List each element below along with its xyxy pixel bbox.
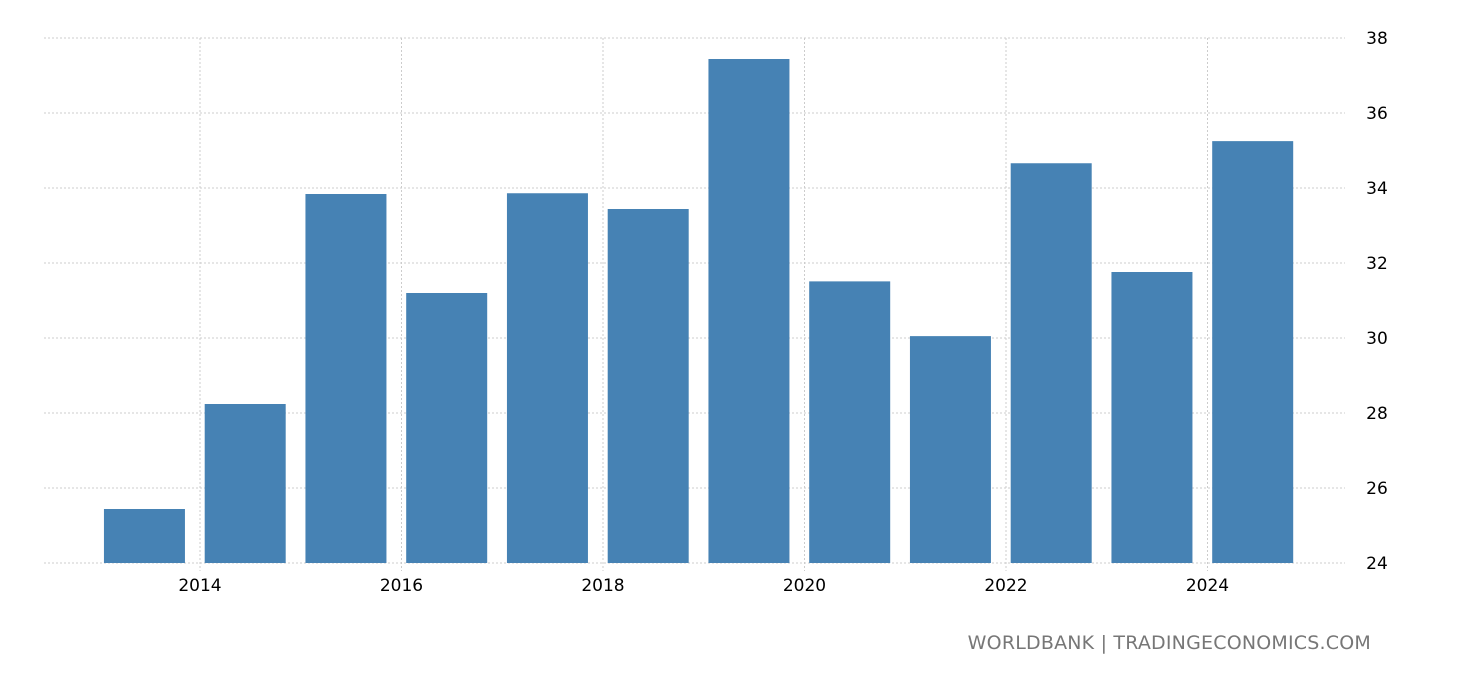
bar-2022 [1010, 163, 1092, 563]
x-tick-label: 2014 [178, 576, 221, 596]
y-tick-label: 38 [1366, 29, 1388, 49]
x-tick-label: 2016 [380, 576, 423, 596]
y-tick-label: 24 [1366, 554, 1388, 574]
y-tick-label: 36 [1366, 104, 1388, 124]
bar-2019 [708, 59, 790, 563]
x-tick-label: 2022 [984, 576, 1027, 596]
x-tick-label: 2024 [1186, 576, 1229, 596]
bar-2014 [204, 404, 286, 563]
bar-2021 [909, 336, 991, 563]
bar-2023 [1111, 272, 1193, 563]
y-tick-label: 26 [1366, 479, 1388, 499]
y-tick-label: 34 [1366, 179, 1388, 199]
y-tick-label: 30 [1366, 329, 1388, 349]
bar-2016 [406, 293, 488, 563]
bar-2018 [607, 209, 689, 563]
y-tick-label: 32 [1366, 254, 1388, 274]
source-label: WORLDBANK | TRADINGECONOMICS.COM [967, 632, 1371, 654]
x-tick-label: 2018 [581, 576, 624, 596]
bar-2015 [305, 194, 387, 563]
x-tick-label: 2020 [783, 576, 826, 596]
bar-2013 [103, 509, 185, 563]
y-tick-label: 28 [1366, 404, 1388, 424]
bar-2024 [1212, 141, 1294, 563]
bar-2017 [506, 193, 588, 563]
bar-2020 [809, 281, 891, 563]
